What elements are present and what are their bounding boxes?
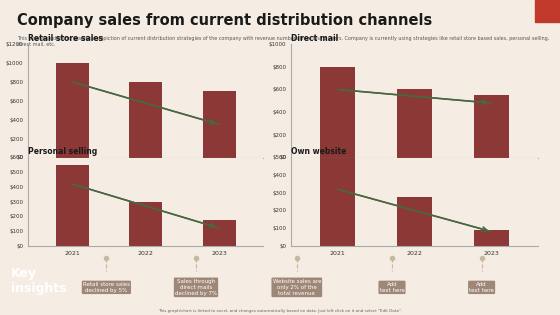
- Text: Sales through
direct mails
declined by 7%: Sales through direct mails declined by 7…: [175, 279, 217, 296]
- Bar: [203, 220, 236, 246]
- Text: Personal selling: Personal selling: [28, 147, 97, 156]
- Bar: [55, 165, 88, 246]
- Bar: [320, 67, 354, 158]
- Text: Key
insights: Key insights: [11, 267, 67, 295]
- Text: Retail store sales
declined by 5%: Retail store sales declined by 5%: [83, 282, 130, 293]
- Bar: [474, 95, 508, 158]
- Text: Company sales from current distribution channels: Company sales from current distribution …: [17, 13, 432, 28]
- Text: Add
text here: Add text here: [380, 282, 404, 293]
- Bar: [320, 158, 354, 246]
- Bar: [203, 91, 236, 158]
- Text: This graph/chart is linked to excel, and changes automatically based on data. Ju: This graph/chart is linked to excel, and…: [158, 309, 402, 313]
- Bar: [129, 202, 162, 246]
- Text: Direct mail: Direct mail: [291, 33, 338, 43]
- Text: Own website: Own website: [291, 147, 347, 156]
- Text: Website sales are
only 2% of the
total revenue: Website sales are only 2% of the total r…: [273, 279, 321, 296]
- Bar: [397, 89, 432, 158]
- Bar: [474, 230, 508, 246]
- Text: Retail store sales: Retail store sales: [28, 33, 103, 43]
- Text: This slide includes the graphical depiction of current distribution strategies o: This slide includes the graphical depict…: [17, 36, 549, 47]
- Text: Add
text here: Add text here: [469, 282, 494, 293]
- Bar: [55, 63, 88, 158]
- Bar: [129, 82, 162, 158]
- Bar: [397, 197, 432, 246]
